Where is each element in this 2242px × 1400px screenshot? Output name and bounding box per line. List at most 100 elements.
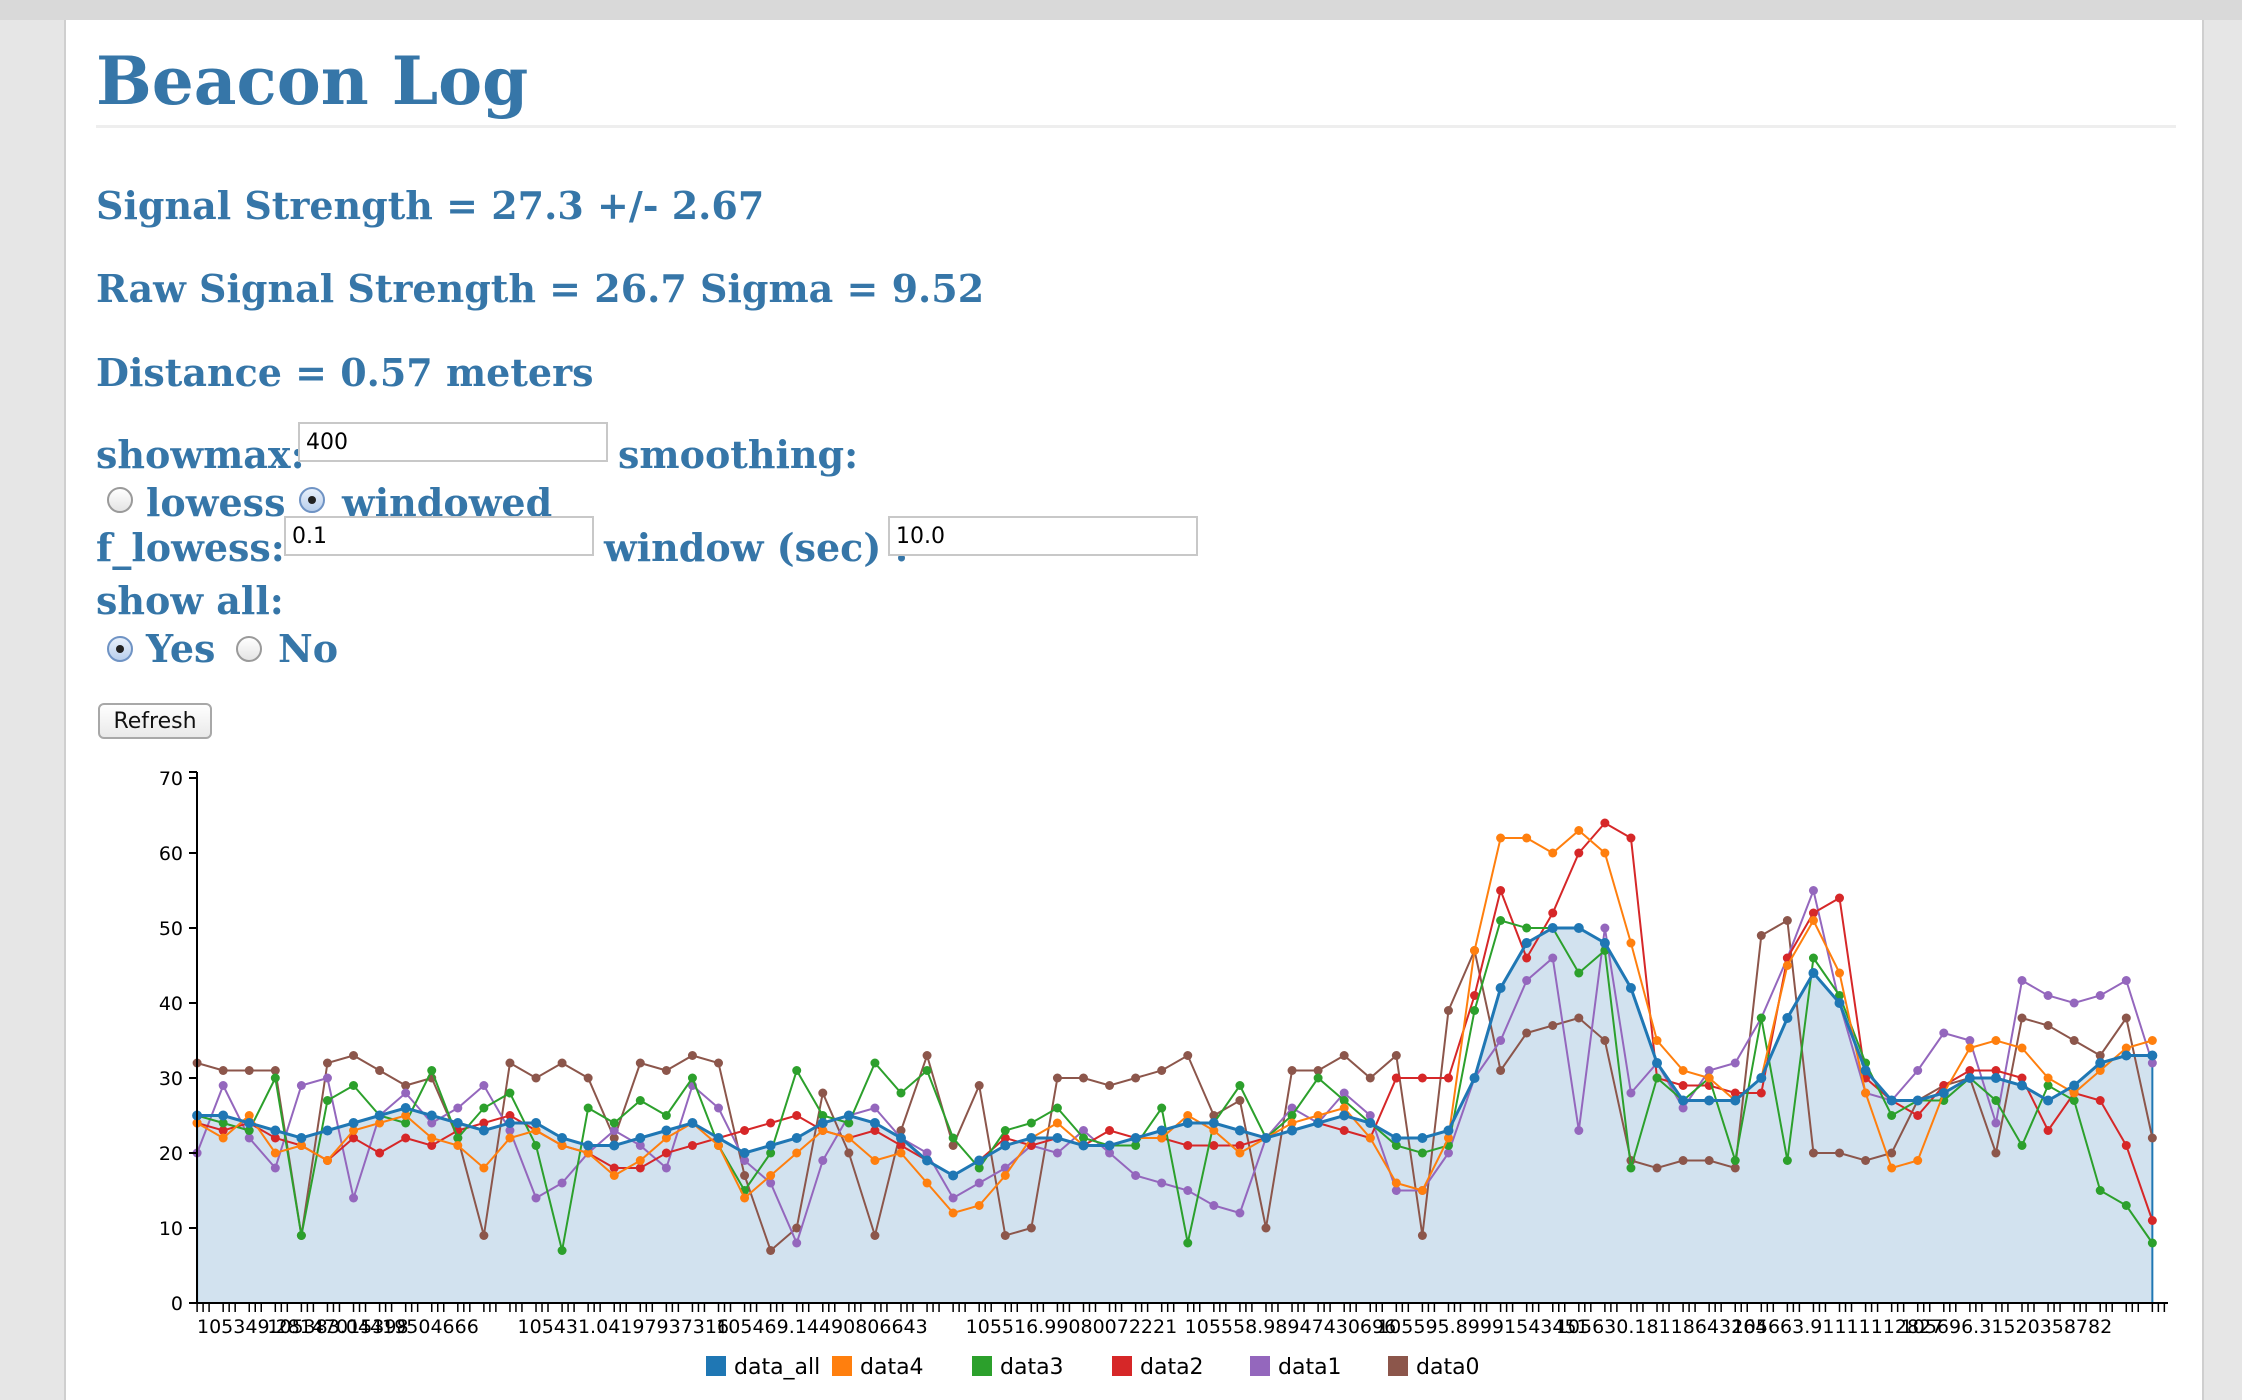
window-sec-input[interactable] [888,516,1198,556]
windowed-radio[interactable] [299,487,325,513]
point-data4-3 [270,1148,280,1158]
x-tick-label-9: 105696.31520358782 [1901,1316,2113,1338]
point-data1-40 [1235,1208,1245,1218]
point-data1-62 [1808,886,1818,895]
point-data3-37 [1157,1103,1167,1113]
point-data0-28 [922,1051,932,1060]
point-data1-73 [2095,991,2105,1000]
point-data_all-17 [635,1133,646,1143]
point-data2-22 [766,1118,776,1128]
point-data4-12 [505,1133,515,1143]
point-data4-14 [557,1141,567,1150]
point-data0-58 [1704,1156,1714,1165]
point-data_all-50 [1495,983,1506,993]
point-data3-43 [1313,1073,1323,1083]
point-data2-16 [609,1163,619,1173]
point-data_all-52 [1547,923,1558,933]
point-data0-39 [1209,1111,1219,1120]
point-data4-70 [2017,1043,2027,1053]
point-data_all-56 [1652,1058,1663,1068]
point-data0-25 [844,1148,854,1158]
legend-swatch-data_all [706,1356,726,1376]
point-data_all-14 [557,1133,568,1143]
point-data4-30 [974,1201,984,1210]
point-data_all-59 [1730,1095,1741,1106]
point-data3-33 [1052,1103,1062,1113]
point-data4-62 [1808,916,1818,925]
point-data1-34 [1078,1126,1088,1135]
point-data0-26 [870,1231,880,1240]
point-data3-4 [296,1231,306,1240]
point-data2-17 [635,1163,645,1173]
refresh-button[interactable]: Refresh [98,703,212,739]
beacon-chart: 0 10 20 30 40 50 60 70 105349.28147015398105383.… [159,768,2168,1380]
point-data3-75 [2147,1238,2157,1248]
point-data4-44 [1339,1103,1349,1113]
point-data_all-37 [1156,1125,1167,1136]
point-data0-59 [1730,1163,1740,1173]
point-data1-50 [1496,1036,1506,1045]
point-data2-23 [792,1111,802,1120]
point-data0-50 [1496,1066,1506,1075]
point-data4-65 [1887,1163,1897,1173]
point-data2-11 [479,1118,489,1128]
point-data_all-33 [1052,1133,1063,1143]
point-data1-39 [1209,1201,1219,1210]
point-data2-19 [687,1141,697,1150]
point-data1-9 [427,1118,437,1128]
smoothing-label: smoothing: [618,432,859,477]
point-data0-61 [1782,916,1792,925]
point-data0-71 [2043,1021,2053,1030]
point-data_all-40 [1234,1125,1245,1136]
showmax-input[interactable] [298,422,608,462]
point-data1-28 [922,1148,932,1158]
point-data1-18 [661,1163,671,1173]
point-data3-53 [1574,968,1584,978]
point-data2-53 [1574,848,1584,858]
point-data0-57 [1678,1156,1688,1165]
show-all-yes-radio[interactable] [107,636,133,662]
point-data4-28 [922,1178,932,1188]
point-data_all-9 [426,1110,437,1121]
point-data4-21 [740,1193,750,1203]
point-data0-1 [218,1066,228,1075]
point-data4-24 [818,1126,828,1135]
y-tick-label-0: 0 [171,1293,183,1315]
point-data1-12 [505,1126,515,1135]
point-data2-18 [661,1148,671,1158]
point-data1-13 [531,1193,541,1203]
point-data2-47 [1417,1073,1427,1083]
point-data2-62 [1808,908,1818,918]
point-data_all-20 [713,1133,724,1143]
point-data_all-65 [1886,1095,1897,1106]
legend-label-data0: data0 [1416,1355,1480,1380]
point-data0-20 [714,1058,724,1068]
point-data_all-11 [478,1125,489,1136]
point-data1-6 [349,1193,359,1203]
f-lowess-input[interactable] [284,516,594,556]
point-data2-55 [1626,833,1636,843]
point-data3-56 [1652,1073,1662,1083]
point-data_all-25 [843,1110,854,1121]
point-data4-72 [2069,1088,2079,1098]
point-data3-34 [1078,1133,1088,1143]
point-data_all-41 [1260,1133,1271,1143]
point-data3-28 [922,1066,932,1075]
point-data0-3 [270,1066,280,1075]
point-data_all-39 [1208,1118,1219,1128]
point-data2-51 [1522,953,1532,963]
point-data3-15 [583,1103,593,1113]
show-all-no-radio[interactable] [236,636,262,662]
point-data_all-30 [974,1155,985,1166]
y-tick-label-3: 30 [159,1068,183,1090]
x-tick-label-7: 105630.18118643264 [1556,1316,1768,1338]
point-data3-13 [531,1141,541,1150]
point-data4-51 [1522,833,1532,843]
point-data4-68 [1965,1043,1975,1053]
point-data_all-13 [531,1118,542,1128]
point-data0-8 [401,1081,411,1090]
point-data3-55 [1626,1163,1636,1173]
lowess-radio[interactable] [107,487,133,513]
point-data1-14 [557,1178,567,1188]
point-data_all-1 [218,1110,229,1121]
